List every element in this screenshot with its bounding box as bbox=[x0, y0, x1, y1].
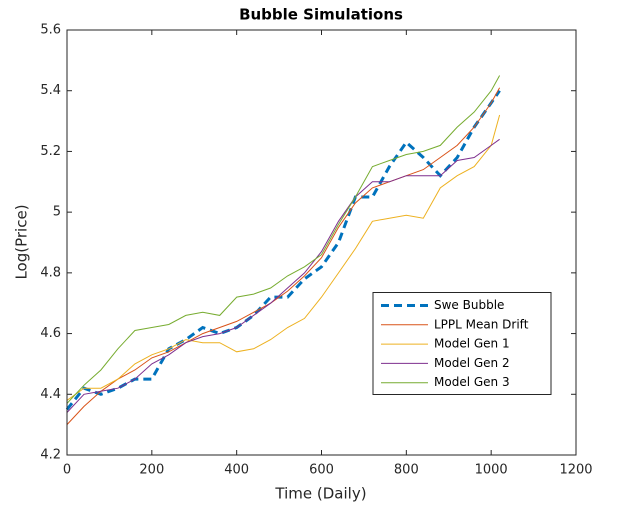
legend-label: Model Gen 2 bbox=[434, 356, 510, 370]
x-tick-label: 0 bbox=[63, 463, 71, 478]
y-tick-label: 4.8 bbox=[40, 265, 61, 280]
y-tick-label: 5.4 bbox=[40, 83, 61, 98]
y-tick-label: 4.4 bbox=[40, 387, 61, 402]
x-tick-label: 200 bbox=[139, 463, 164, 478]
legend: Swe Bubble LPPL Mean Drift Model Gen 1 Mode… bbox=[372, 292, 552, 395]
x-axis-label: Time (Daily) bbox=[274, 485, 366, 503]
series-line bbox=[66, 114, 501, 401]
x-tick-label: 400 bbox=[224, 463, 249, 478]
chart-title: Bubble Simulations bbox=[239, 6, 403, 24]
y-tick-label: 4.6 bbox=[40, 326, 61, 341]
x-tick-label: 1200 bbox=[559, 463, 592, 478]
legend-label: Model Gen 3 bbox=[434, 375, 510, 389]
series-line bbox=[66, 138, 500, 413]
legend-box bbox=[372, 292, 552, 395]
legend-label: Model Gen 1 bbox=[434, 337, 510, 351]
y-tick-label: 4.2 bbox=[40, 448, 61, 463]
x-tick-label: 800 bbox=[394, 463, 419, 478]
legend-label: LPPL Mean Drift bbox=[434, 317, 529, 331]
series-line bbox=[66, 87, 501, 425]
x-tick-label: 1000 bbox=[475, 463, 508, 478]
y-tick-label: 5.2 bbox=[40, 144, 61, 159]
y-tick-label: 5.6 bbox=[40, 23, 61, 38]
y-tick-label: 5 bbox=[53, 205, 61, 220]
series-line bbox=[66, 75, 501, 404]
axes-box bbox=[66, 29, 577, 456]
legend-label: Swe Bubble bbox=[434, 298, 504, 312]
x-tick-label: 600 bbox=[309, 463, 334, 478]
y-axis-label: Log(Price) bbox=[13, 204, 31, 279]
series-line bbox=[65, 89, 501, 411]
